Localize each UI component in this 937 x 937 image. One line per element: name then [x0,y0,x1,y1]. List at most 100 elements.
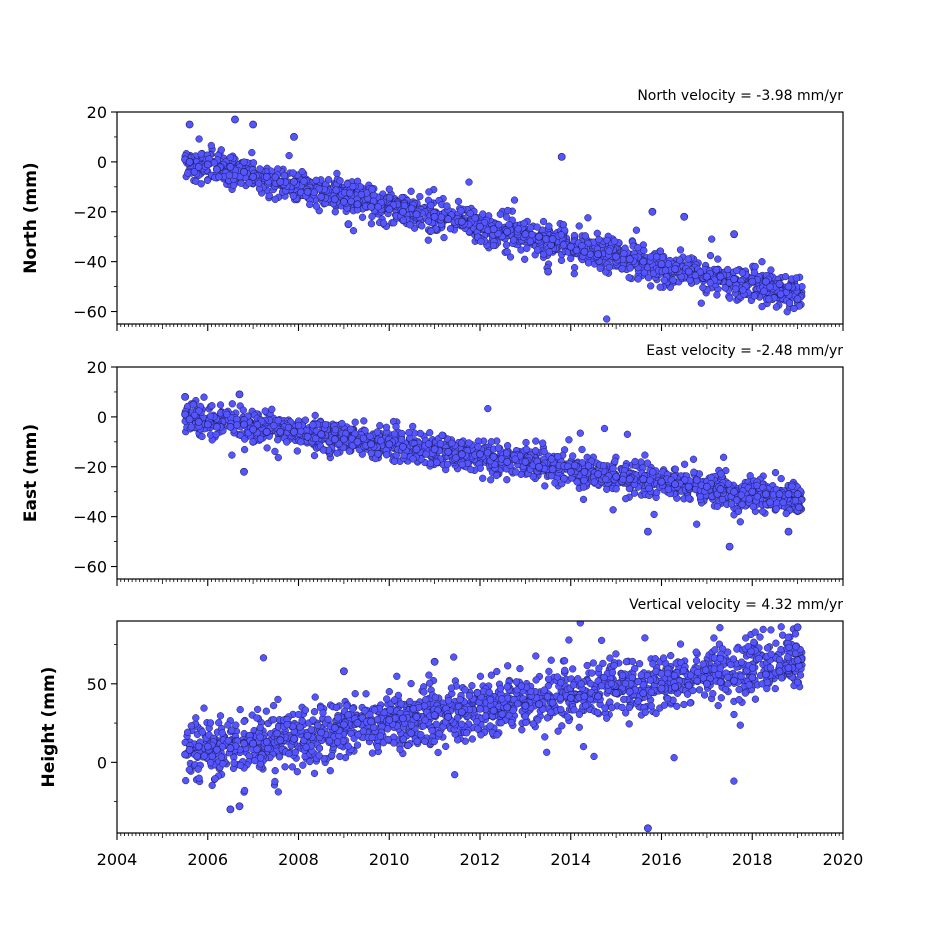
data-point [611,457,619,465]
data-point [228,451,236,459]
data-point [660,701,669,709]
data-point [620,249,628,258]
data-point [690,468,698,476]
data-point [779,498,787,507]
north-velocity-title: North velocity = -3.98 mm/yr [637,88,843,104]
data-point [767,626,775,634]
data-point [766,498,774,506]
data-point [274,165,282,173]
data-point [373,715,382,724]
data-point [400,451,408,460]
data-point [750,292,759,300]
data-point [397,700,405,708]
data-point [641,451,649,459]
data-point [253,705,262,714]
data-point [290,132,298,141]
data-point [543,714,552,722]
data-point [357,190,366,199]
data-point [689,455,698,463]
data-point [197,150,205,158]
data-point [667,651,675,660]
data-point [509,236,518,244]
data-point [268,405,276,413]
data-point [716,272,725,281]
data-point [775,280,784,288]
data-point [503,227,512,236]
data-point [703,272,711,281]
data-point [275,753,284,761]
data-point [349,227,358,235]
data-point [240,445,249,454]
data-point [236,705,244,714]
data-point [547,455,556,463]
data-point [245,179,253,187]
data-point [644,274,653,282]
data-point [474,725,482,733]
data-point [738,500,746,509]
data-point [468,735,476,743]
data-point [425,440,433,448]
data-point [346,189,354,197]
data-point [436,440,445,448]
data-point [333,169,341,178]
data-point [738,269,747,277]
data-point [573,478,581,486]
data-point [521,457,530,466]
data-point [594,250,602,259]
data-point [571,461,579,470]
y-tick-label: −20 [73,203,107,222]
data-point [426,429,434,437]
data-point [503,457,512,466]
data-point [785,299,794,307]
data-point [303,432,312,441]
data-point [661,266,670,275]
data-point [657,477,666,486]
data-point [716,624,724,632]
data-point [385,205,394,214]
data-point [685,494,693,502]
data-point [416,192,424,201]
data-point [540,448,548,456]
data-point [281,763,289,771]
data-point [505,220,513,229]
data-point [545,248,553,256]
data-point [446,225,455,233]
data-point [181,392,189,401]
data-point [321,421,330,429]
data-point [290,427,298,436]
data-point [561,666,569,675]
data-point [310,451,319,460]
data-point [311,411,319,420]
data-point [261,407,269,415]
data-point [776,290,785,298]
data-point [535,232,543,241]
data-point [693,520,701,528]
data-point [203,420,212,429]
y-tick-label: 0 [97,408,107,427]
data-point [791,496,800,505]
data-point [777,623,785,631]
data-point [579,495,588,504]
data-point [448,439,456,447]
data-point [772,303,781,311]
data-point [189,401,197,409]
data-point [622,709,630,717]
data-point [671,465,680,473]
data-point [511,455,519,463]
data-point [496,210,504,218]
data-point [504,206,512,215]
data-point [215,719,223,727]
data-point [772,505,780,513]
data-point [725,542,734,551]
data-point [217,146,225,154]
data-point [570,270,578,278]
data-point [190,411,199,420]
data-point [544,267,552,276]
data-point [584,259,593,267]
data-point [534,716,542,724]
data-point [385,440,394,449]
data-point [310,188,318,196]
data-point [430,212,439,221]
data-point [612,485,620,493]
data-point [324,176,333,184]
